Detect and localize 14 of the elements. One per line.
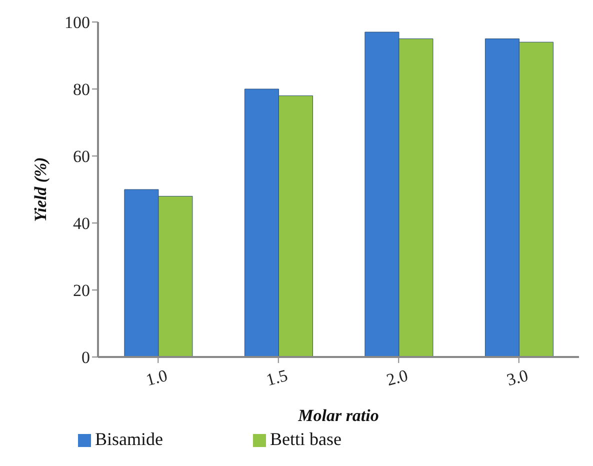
y-tick-label: 20 [73,281,90,300]
y-tick-label: 100 [64,13,90,32]
y-tick-label: 60 [73,147,90,166]
y-tick-label: 40 [73,214,90,234]
legend-label: Bisamide [95,429,163,449]
legend-label: Betti base [270,429,342,449]
x-tick-label: 2.0 [384,366,410,390]
y-tick-label: 80 [73,80,90,100]
x-tick-label: 1.5 [264,366,290,390]
y-axis-title: Yield (%) [31,157,50,222]
y-tick-label: 0 [82,348,90,368]
x-axis-title: Molar ratio [297,406,379,425]
x-tick-label: 3.0 [504,366,530,390]
x-tick-label: 1.0 [144,366,170,390]
